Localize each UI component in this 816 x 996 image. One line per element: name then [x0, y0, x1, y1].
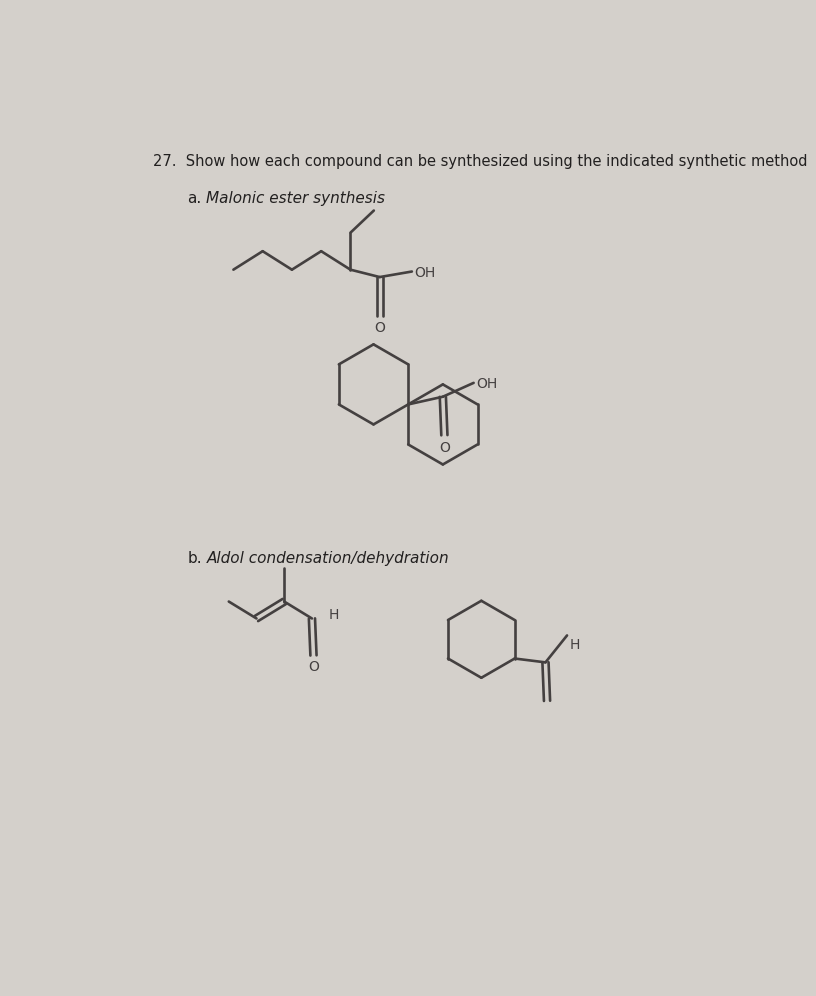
Text: Aldol condensation/dehydration: Aldol condensation/dehydration [206, 551, 449, 566]
Text: O: O [308, 660, 319, 674]
Text: Malonic ester synthesis: Malonic ester synthesis [206, 191, 385, 206]
Text: OH: OH [476, 376, 497, 390]
Text: O: O [439, 440, 450, 454]
Text: b.: b. [187, 551, 202, 566]
Text: H: H [570, 637, 579, 651]
Text: O: O [375, 321, 385, 335]
Text: H: H [329, 608, 339, 622]
Text: a.: a. [187, 191, 202, 206]
Text: 27.  Show how each compound can be synthesized using the indicated synthetic met: 27. Show how each compound can be synthe… [153, 154, 807, 169]
Text: OH: OH [415, 266, 436, 280]
